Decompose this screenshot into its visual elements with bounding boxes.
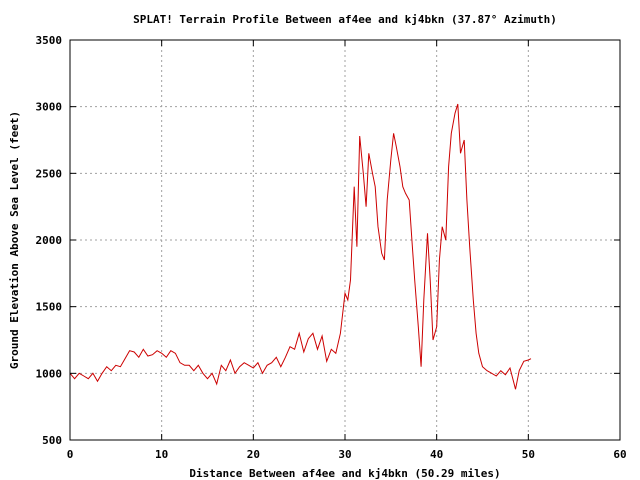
x-tick-label: 0 (67, 448, 74, 461)
y-tick-label: 3500 (36, 34, 63, 47)
series-layer (69, 103, 532, 390)
x-axis-label: Distance Between af4ee and kj4bkn (50.29… (189, 467, 500, 480)
y-tick-label: 2000 (36, 234, 63, 247)
x-tick-label: 20 (247, 448, 260, 461)
x-tick-label: 30 (338, 448, 351, 461)
terrain-profile-line (69, 103, 532, 390)
chart-title: SPLAT! Terrain Profile Between af4ee and… (133, 13, 557, 26)
y-tick-label: 1500 (36, 301, 63, 314)
x-tick-label: 40 (430, 448, 443, 461)
x-tick-label: 10 (155, 448, 168, 461)
x-tick-label: 60 (613, 448, 626, 461)
tick-marks: 0 10 20 30 40 50 60 500 1000 1500 2000 2500 3000 3500 (36, 34, 627, 461)
y-tick-label: 500 (42, 434, 62, 447)
y-tick-label: 1000 (36, 367, 63, 380)
x-tick-label: 50 (522, 448, 535, 461)
grid-lines (70, 40, 620, 440)
y-tick-label: 3000 (36, 101, 63, 114)
y-tick-label: 2500 (36, 167, 63, 180)
y-axis-label: Ground Elevation Above Sea Level (feet) (8, 111, 21, 369)
